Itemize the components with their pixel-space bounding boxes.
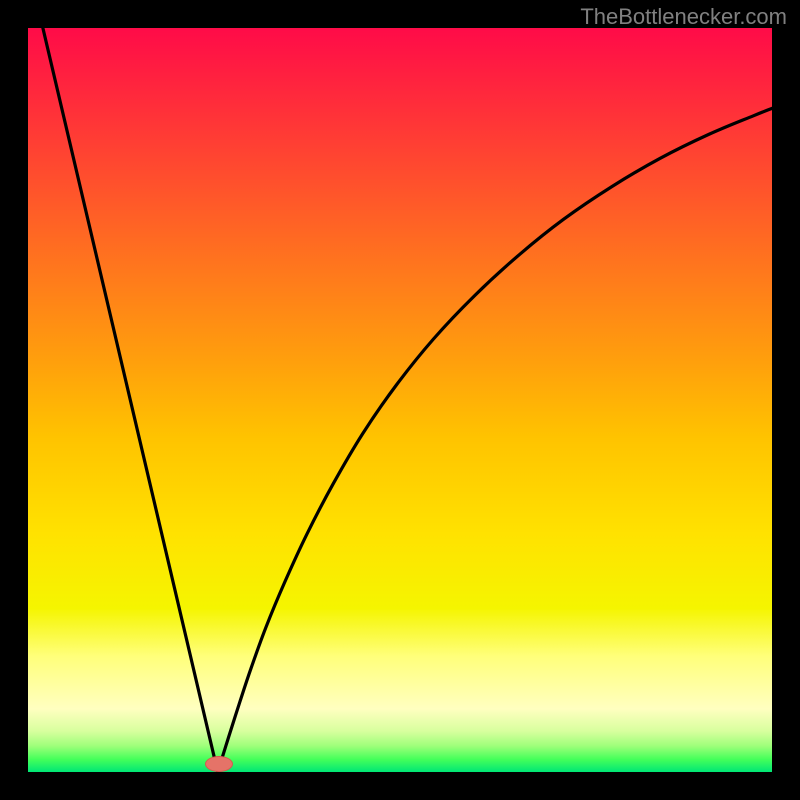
- chart-curve-layer: [28, 28, 772, 772]
- chart-frame: [28, 28, 772, 772]
- optimal-point-marker: [205, 756, 233, 772]
- watermark-text: TheBottlenecker.com: [580, 4, 787, 30]
- bottleneck-curve: [43, 28, 772, 772]
